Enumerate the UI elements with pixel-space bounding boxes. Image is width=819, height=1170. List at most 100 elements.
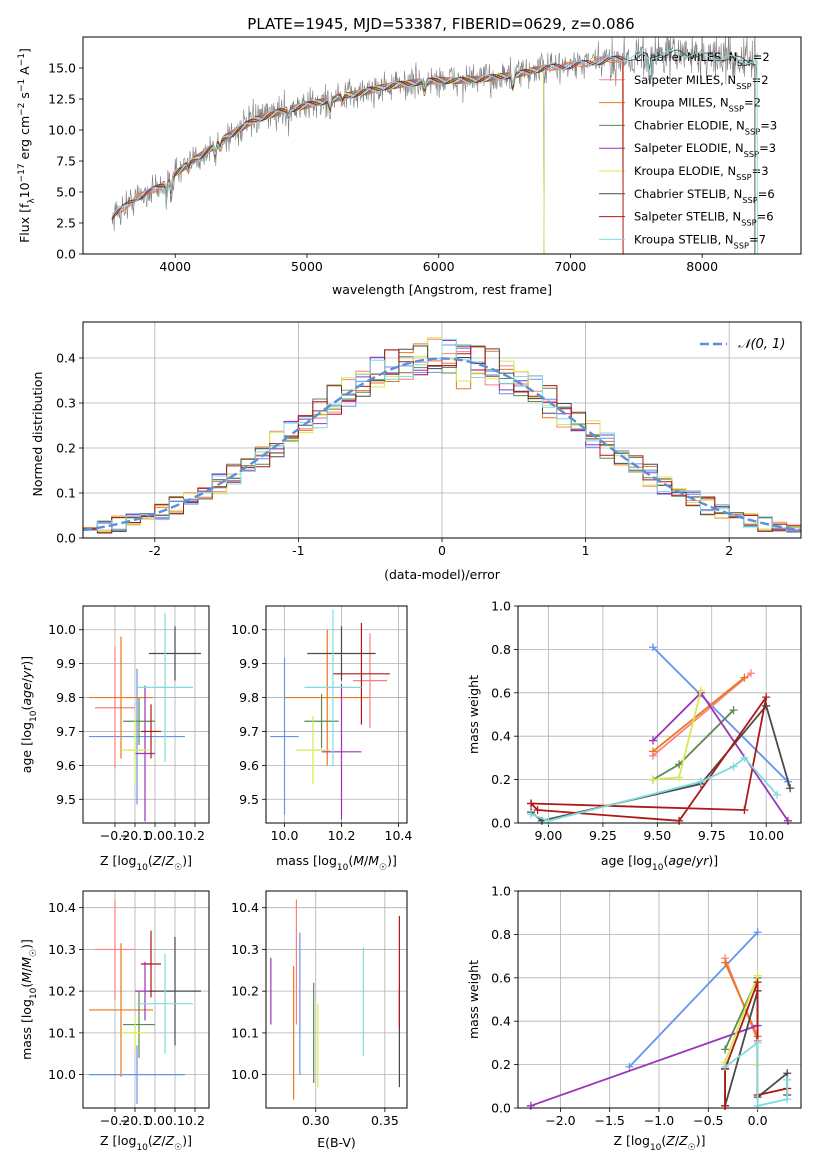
- weight-marker: [675, 773, 684, 782]
- weight-vs-z-axes: −2.0 −1.5 −1.0 −0.5 0.0 0.0 0.2 0.4 0.6 0.8 1.0: [491, 884, 801, 1128]
- legend-entry: Kroupa STELIB, NSSP=7: [634, 232, 766, 250]
- y-tick-label: 0.8: [491, 642, 511, 657]
- x-tick-label: 0.2: [185, 828, 205, 843]
- x-tick-label: −1.0: [644, 1113, 674, 1128]
- y-tick-label: 9.6: [239, 758, 259, 773]
- weight-marker: [721, 1062, 730, 1071]
- chart-layer: 4000 5000 6000 7000 80000.02.55.07.510.012.5…: [17, 36, 802, 1153]
- weight-vs-z-ylabel: mass weight: [466, 960, 481, 1039]
- x-tick-label: 4000: [159, 259, 191, 274]
- mass-vs-z-xlabel: Z [log10(Z/Z☉)]: [100, 1133, 192, 1153]
- legend-entry: Chabrier ELODIE, NSSP=3: [634, 118, 777, 136]
- y-tick-label: 10.0: [231, 1067, 259, 1082]
- figure-title: PLATE=1945, MJD=53387, FIBERID=0629, z=0…: [247, 15, 634, 33]
- weight-marker: [740, 673, 749, 682]
- weight-marker: [648, 643, 657, 652]
- residual-histogram: [83, 346, 801, 534]
- weight-marker: [729, 706, 738, 715]
- y-tick-label: 10.0: [48, 1067, 76, 1082]
- weight-marker: [753, 978, 762, 987]
- weight-marker: [625, 1062, 634, 1071]
- weight-marker: [721, 958, 730, 967]
- y-tick-label: 0.3: [56, 396, 76, 411]
- y-tick-label: 9.5: [56, 792, 76, 807]
- x-tick-label: 8000: [686, 259, 718, 274]
- x-tick-label: −2.0: [545, 1113, 575, 1128]
- model-spectrum-line: [111, 50, 758, 254]
- residuals-ylabel: Normed distribution: [30, 372, 45, 497]
- mass-vs-ebv-frame: [265, 890, 408, 1109]
- x-tick-label: 0.1: [165, 828, 185, 843]
- age-vs-z-xlabel: Z [log10(Z/Z☉)]: [100, 853, 192, 873]
- weight-marker: [527, 799, 536, 808]
- legend-entry: Kroupa ELODIE, NSSP=3: [634, 164, 769, 182]
- weight-series-line: [652, 676, 745, 753]
- x-tick-label: 0.0: [145, 828, 165, 843]
- y-tick-label: 9.7: [56, 724, 76, 739]
- y-tick-label: 9.6: [56, 758, 76, 773]
- weight-series-line: [652, 672, 752, 757]
- weight-marker: [527, 810, 536, 819]
- y-tick-label: 0.4: [491, 729, 511, 744]
- x-tick-label: 9.00: [535, 828, 563, 843]
- x-tick-label: 0.35: [371, 1113, 399, 1128]
- legend-entry: Chabrier STELIB, NSSP=6: [634, 187, 775, 205]
- weight-marker: [696, 777, 705, 786]
- y-tick-label: 10.2: [231, 984, 259, 999]
- y-tick-label: 10.1: [231, 1025, 259, 1040]
- y-tick-label: 9.8: [56, 690, 76, 705]
- y-tick-label: 9.9: [239, 656, 259, 671]
- weight-marker: [783, 1075, 792, 1084]
- y-tick-label: 10.2: [48, 984, 76, 999]
- weight-series-line: [530, 1024, 758, 1107]
- weight-marker: [762, 693, 771, 702]
- weight-marker: [773, 790, 782, 799]
- weight-marker: [783, 1095, 792, 1104]
- mass-vs-z-frame: [82, 890, 210, 1109]
- x-tick-label: 7000: [555, 259, 587, 274]
- x-tick-label: 10.00: [748, 828, 784, 843]
- y-tick-label: 0.4: [491, 1014, 511, 1029]
- y-tick-label: 15.0: [48, 61, 76, 76]
- weight-marker: [786, 784, 795, 793]
- y-tick-label: 10.4: [48, 900, 76, 915]
- y-tick-label: 0.8: [491, 927, 511, 942]
- residuals-frame: [82, 321, 802, 539]
- weight-vs-age-frame: [517, 605, 802, 824]
- weight-series-line: [530, 756, 778, 822]
- legend-entry: Salpeter ELODIE, NSSP=3: [634, 141, 776, 159]
- weight-marker: [648, 775, 657, 784]
- x-tick-label: 0.30: [302, 1113, 330, 1128]
- y-tick-label: 10.0: [48, 123, 76, 138]
- y-tick-label: 0.2: [56, 441, 76, 456]
- legend-entry: Salpeter STELIB, NSSP=6: [634, 210, 774, 228]
- y-tick-label: 9.9: [56, 656, 76, 671]
- y-tick-label: 0.0: [56, 247, 76, 262]
- weight-marker: [648, 747, 657, 756]
- y-tick-label: 10.4: [231, 900, 259, 915]
- y-tick-label: 0.4: [56, 351, 76, 366]
- x-tick-label: 6000: [423, 259, 455, 274]
- weight-marker: [533, 805, 542, 814]
- y-tick-label: 10.0: [231, 622, 259, 637]
- y-tick-label: 0.6: [491, 685, 511, 700]
- x-tick-label: 0.0: [748, 1113, 768, 1128]
- y-tick-label: 1.0: [491, 884, 511, 899]
- weight-marker: [721, 1045, 730, 1054]
- x-tick-label: 9.25: [589, 828, 617, 843]
- y-tick-label: 10.0: [48, 622, 76, 637]
- y-tick-label: 9.5: [239, 792, 259, 807]
- y-tick-label: 0.6: [491, 970, 511, 985]
- x-tick-label: 9.50: [643, 828, 671, 843]
- y-tick-label: 7.5: [56, 154, 76, 169]
- x-tick-label: −0.5: [693, 1113, 723, 1128]
- spectrum-frame: [82, 36, 802, 255]
- mass-vs-z-ylabel: mass [log10(M/M☉)]: [19, 939, 39, 1060]
- age-vs-mass-frame: [265, 605, 408, 824]
- y-tick-label: 9.8: [239, 690, 259, 705]
- x-tick-label: −0.1: [120, 1113, 150, 1128]
- y-tick-label: 1.0: [491, 599, 511, 614]
- mass-vs-ebv-axes: 0.30 0.35 10.0 10.1 10.2 10.3 10.4: [231, 891, 407, 1128]
- x-tick-label: 10.2: [328, 828, 356, 843]
- weight-series-line: [724, 962, 759, 1037]
